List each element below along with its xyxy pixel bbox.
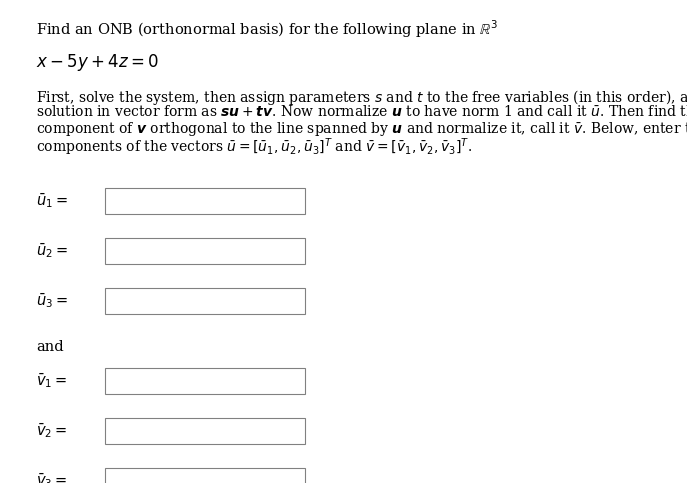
Bar: [105, 188, 305, 214]
Text: solution in vector form as $\boldsymbol{su} + \boldsymbol{tv}$. Now normalize $\: solution in vector form as $\boldsymbol{…: [36, 104, 687, 119]
Bar: [105, 288, 305, 314]
Bar: [105, 368, 305, 394]
Text: $\bar{v}_2 =$: $\bar{v}_2 =$: [36, 422, 67, 440]
Text: $\bar{u}_1 =$: $\bar{u}_1 =$: [36, 192, 68, 211]
Text: Find an ONB (orthonormal basis) for the following plane in $\mathbb{R}^3$: Find an ONB (orthonormal basis) for the …: [36, 18, 498, 40]
Text: First, solve the system, then assign parameters $s$ and $t$ to the free variable: First, solve the system, then assign par…: [36, 88, 687, 107]
Text: $x - 5y + 4z = 0$: $x - 5y + 4z = 0$: [36, 52, 159, 73]
Bar: [105, 468, 305, 483]
Text: components of the vectors $\bar{u} = [\bar{u}_1, \bar{u}_2, \bar{u}_3]^T$ and $\: components of the vectors $\bar{u} = [\b…: [36, 136, 472, 157]
Text: and: and: [36, 340, 64, 354]
Text: $\bar{u}_3 =$: $\bar{u}_3 =$: [36, 292, 68, 311]
Text: $\bar{u}_2 =$: $\bar{u}_2 =$: [36, 242, 68, 260]
Bar: [105, 238, 305, 264]
Text: component of $\boldsymbol{v}$ orthogonal to the line spanned by $\boldsymbol{u}$: component of $\boldsymbol{v}$ orthogonal…: [36, 120, 687, 138]
Text: $\bar{v}_3 =$: $\bar{v}_3 =$: [36, 471, 67, 483]
Text: $\bar{v}_1 =$: $\bar{v}_1 =$: [36, 371, 67, 390]
Bar: [105, 418, 305, 444]
